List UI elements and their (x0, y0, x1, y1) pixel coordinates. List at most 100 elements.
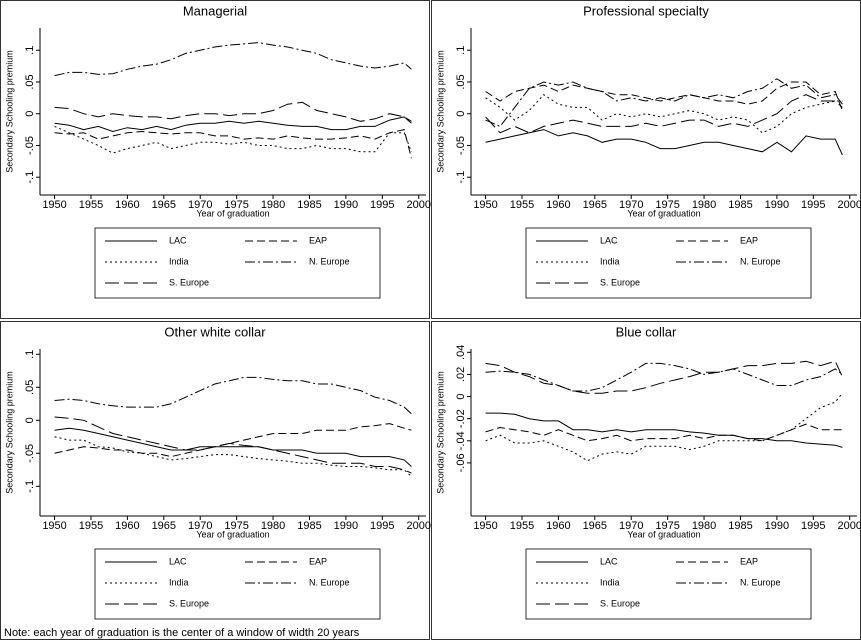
y-tick-label: -.1 (24, 171, 36, 184)
x-tick-label: 1980 (261, 520, 285, 532)
x-tick-label: 1960 (546, 199, 570, 211)
x-tick-label: 2000 (406, 199, 430, 211)
y-tick-label: -.05 (24, 136, 36, 155)
legend-label: N. Europe (309, 256, 350, 266)
y-tick-label: -.1 (24, 480, 36, 493)
x-tick-label: 1975 (224, 199, 248, 211)
y-tick-label: -.05 (455, 136, 467, 155)
x-tick-label: 1975 (655, 520, 679, 532)
x-tick-label: 2000 (837, 520, 861, 532)
chart-title: Professional specialty (583, 3, 709, 18)
x-tick-label: 1955 (510, 199, 534, 211)
x-tick-label: 2000 (406, 520, 430, 532)
y-tick-label: -.04 (455, 431, 467, 450)
x-tick-label: 1970 (188, 199, 212, 211)
y-tick-label: .05 (24, 74, 36, 89)
y-tick-label: .1 (455, 46, 467, 55)
y-tick-label: .1 (24, 46, 36, 55)
note: Note: each year of graduation is the cen… (4, 627, 360, 639)
x-tick-label: 1985 (728, 199, 752, 211)
x-tick-label: 1995 (801, 520, 825, 532)
legend-label: LAC (600, 235, 618, 245)
y-tick-label: -.02 (455, 409, 467, 428)
legend-label: LAC (169, 556, 187, 566)
legend-label: India (169, 256, 189, 266)
legend-label: EAP (309, 235, 327, 245)
x-tick-label: 1990 (334, 199, 358, 211)
series-line (485, 362, 843, 392)
series-line (54, 129, 412, 159)
y-tick-label: 0 (24, 417, 36, 423)
y-tick-label: 0 (455, 393, 467, 399)
x-tick-label: 1985 (297, 199, 321, 211)
legend-box (94, 548, 381, 620)
x-tick-label: 1980 (692, 520, 716, 532)
x-tick-label: 1995 (370, 520, 394, 532)
chart-title: Other white collar (164, 324, 266, 339)
x-axis-title: Year of graduation (196, 208, 269, 218)
y-tick-label: .05 (455, 74, 467, 89)
y-axis-title: Secondary Schooling premium (4, 371, 14, 494)
legend-label: LAC (169, 235, 187, 245)
y-tick-label: .05 (24, 380, 36, 395)
legend-label: S. Europe (600, 277, 640, 287)
legend-label: EAP (740, 556, 758, 566)
series-line (54, 427, 412, 467)
y-tick-label: 0 (455, 111, 467, 117)
y-axis-title: Secondary Schooling premium (435, 50, 445, 173)
panel-border (0, 0, 430, 319)
x-tick-label: 1970 (619, 199, 643, 211)
x-tick-label: 1970 (619, 520, 643, 532)
x-tick-label: 1975 (655, 199, 679, 211)
legend-label: N. Europe (309, 577, 350, 587)
x-tick-label: 1975 (224, 520, 248, 532)
x-axis-title: Year of graduation (196, 529, 269, 539)
x-tick-label: 1950 (42, 520, 66, 532)
x-tick-label: 1965 (152, 199, 176, 211)
x-tick-label: 1965 (152, 520, 176, 532)
x-axis-title: Year of graduation (627, 208, 700, 218)
series-line (54, 101, 412, 122)
x-tick-label: 1950 (42, 199, 66, 211)
legend-label: India (600, 577, 620, 587)
y-tick-label: -.1 (455, 171, 467, 184)
x-tick-label: 1960 (546, 520, 570, 532)
legend-box (94, 227, 381, 299)
x-tick-label: 1955 (510, 520, 534, 532)
legend-label: EAP (740, 235, 758, 245)
chart-title: Blue collar (616, 324, 677, 339)
panel-border (0, 321, 430, 640)
y-tick-label: .04 (455, 345, 467, 360)
y-axis-title: Secondary Schooling premium (435, 371, 445, 494)
series-line (485, 412, 843, 448)
x-tick-label: 1995 (801, 199, 825, 211)
y-tick-label: -.06 (455, 453, 467, 472)
series-line (485, 360, 843, 394)
legend-label: N. Europe (740, 577, 781, 587)
series-line (54, 125, 412, 154)
legend-label: N. Europe (740, 256, 781, 266)
y-tick-label: .1 (24, 350, 36, 359)
x-tick-label: 1990 (765, 199, 789, 211)
x-axis-title: Year of graduation (627, 529, 700, 539)
series-line (485, 81, 843, 111)
x-tick-label: 1990 (765, 520, 789, 532)
x-tick-label: 1985 (728, 520, 752, 532)
series-line (485, 129, 843, 156)
y-tick-label: -.05 (24, 444, 36, 463)
series-line (54, 423, 412, 458)
x-tick-label: 1955 (79, 520, 103, 532)
y-tick-label: 0 (24, 111, 36, 117)
x-tick-label: 1955 (79, 199, 103, 211)
y-axis-title: Secondary Schooling premium (4, 50, 14, 173)
x-tick-label: 1995 (370, 199, 394, 211)
x-tick-label: 1950 (473, 520, 497, 532)
legend-label: India (600, 256, 620, 266)
chart-title: Managerial (183, 3, 247, 18)
series-line (54, 436, 412, 477)
legend-box (525, 548, 812, 620)
x-tick-label: 1990 (334, 520, 358, 532)
series-line (54, 416, 412, 474)
